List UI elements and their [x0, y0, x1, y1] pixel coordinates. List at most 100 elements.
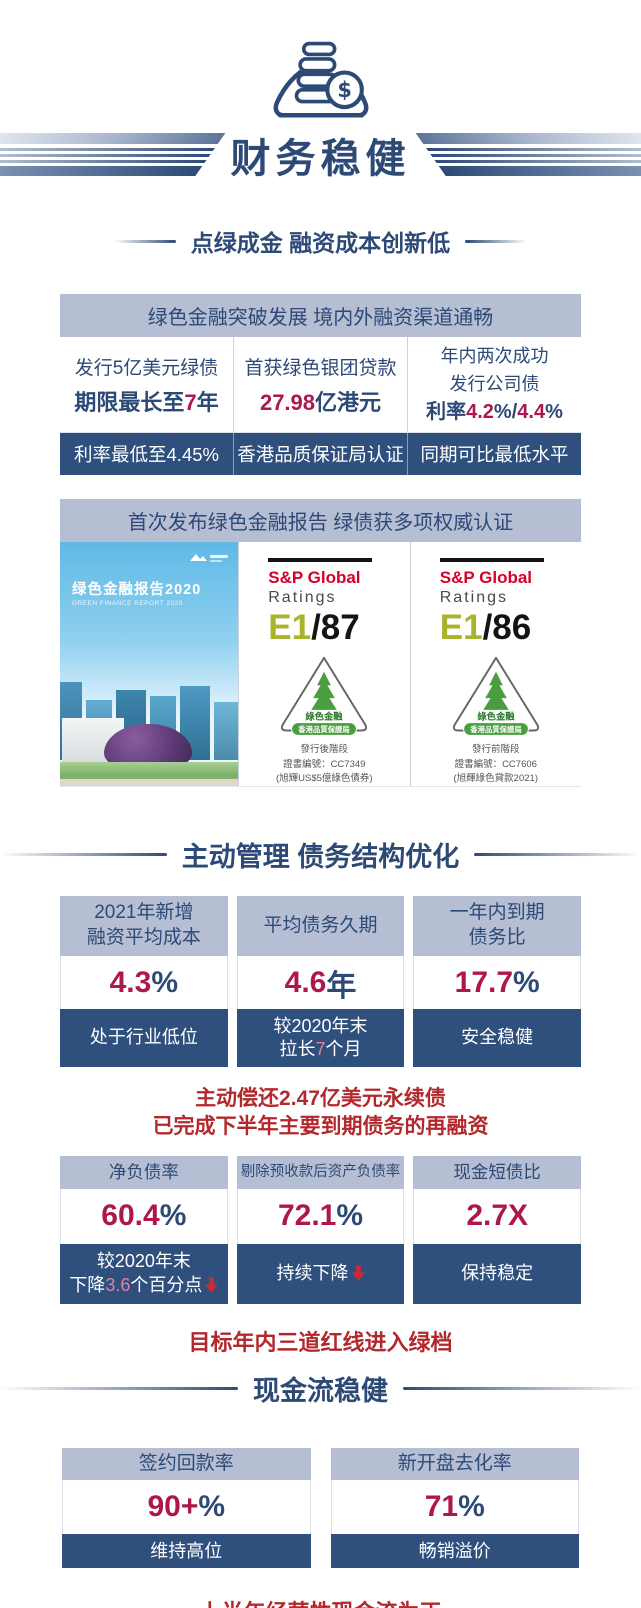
- leverage-metric-cards-row: 净负债率 60.4% 较2020年末 下降3.6个百分点 剔除预收款后资产负债率…: [60, 1155, 582, 1304]
- sp-global-wordmark: S&P Global: [439, 567, 533, 587]
- hero-header: $ 财务稳健: [0, 0, 641, 181]
- card-footer: 较2020年末 拉长7个月: [236, 1009, 405, 1067]
- card-footer: 安全稳健: [413, 1009, 582, 1067]
- svg-text:綠色金融: 綠色金融: [477, 711, 515, 723]
- report-cover-title: 绿色金融报告2020: [72, 582, 202, 598]
- card-sell-through-rate: 新开盘去化率 71% 畅销溢价: [330, 1448, 579, 1569]
- money-bag-coins-icon: $: [273, 41, 368, 118]
- card-footer: 保持稳定: [413, 1243, 582, 1304]
- green-finance-report-cover-image: 绿色金融报告2020 GREEN FINANCE REPORT 2020: [60, 542, 238, 786]
- col-line1: 首获绿色银团贷款: [244, 357, 397, 379]
- svg-text:香港品質保證局: 香港品質保證局: [298, 725, 350, 734]
- green-report-table: 首次发布绿色金融报告 绿债获多项权威认证 绿色金融报告2020 GREEN FI…: [60, 499, 581, 787]
- footer-cell: 香港品质保证局认证: [233, 433, 407, 475]
- speed-lines-right-decoration: [415, 133, 641, 177]
- card-new-financing-cost: 2021年新增 融资平均成本 4.3% 处于行业低位: [60, 896, 228, 1067]
- card-footer: 较2020年末 下降3.6个百分点: [60, 1243, 228, 1304]
- three-red-lines-note: 目标年内三道红线进入绿档: [188, 1329, 453, 1355]
- sp-score: E1/86: [439, 608, 532, 648]
- heading-line-left: [113, 239, 176, 243]
- card-footer: 畅销溢价: [330, 1534, 579, 1569]
- green-finance-table-footer: 利率最低至4.45% 香港品质保证局认证 同期可比最低水平: [60, 433, 581, 475]
- card-header: 一年内到期 债务比: [413, 896, 582, 956]
- cashflow-metric-cards-row: 签约回款率 90+% 维持高位 新开盘去化率 71% 畅销溢价: [62, 1448, 579, 1569]
- sp-score: E1/87: [268, 608, 360, 648]
- card-liabilities-to-assets: 剔除预收款后资产负债率 72.1% 持续下降: [236, 1155, 405, 1304]
- svg-text:綠色金融: 綠色金融: [306, 711, 344, 723]
- footer-line2: 下降3.6个百分点: [69, 1274, 219, 1297]
- heading-line-right: [474, 853, 641, 856]
- section-heading-debt-structure: 主动管理 债务结构优化: [0, 835, 641, 874]
- sp-brand-block: S&P Global Ratings E1/87: [268, 558, 380, 647]
- sp-brand-block: S&P Global Ratings E1/86: [439, 558, 552, 648]
- sp-certificate-notes: 發行後階段 證書編號：CC7349 (旭輝US$5億綠色債券): [275, 744, 373, 784]
- sp-certificate-notes: 發行前階段 證書編號：CC7606 (旭輝綠色貸款2021): [453, 744, 538, 784]
- card-header: 新开盘去化率: [330, 1448, 579, 1481]
- section-heading-text: 现金流稳健: [253, 1376, 388, 1407]
- operating-cashflow-note: 上半年经营性现金流为正: [0, 1598, 641, 1608]
- svg-text:香港品質保證局: 香港品質保證局: [469, 725, 521, 734]
- card-value: 4.6 年: [236, 956, 405, 1009]
- hkqaa-green-finance-badge-icon: 綠色金融 香港品質保證局: [281, 656, 368, 736]
- down-arrow-icon: [205, 1276, 219, 1293]
- cover-road: [60, 779, 238, 786]
- card-footer: 持续下降: [236, 1243, 405, 1304]
- card-header: 剔除预收款后资产负债率: [236, 1155, 405, 1189]
- perpetual-bond-note: 主动偿还2.47亿美元永续债 已完成下半年主要到期债务的再融资: [152, 1087, 489, 1139]
- heading-line-right: [465, 239, 528, 243]
- footer-cell: 同期可比最低水平: [407, 433, 581, 475]
- green-finance-table-body: 发行5亿美元绿债 期限最长至7年 首获绿色银团贷款 27.98亿港元 年内两次成…: [60, 337, 581, 433]
- green-report-table-body: 绿色金融报告2020 GREEN FINANCE REPORT 2020 S&P…: [60, 542, 581, 787]
- card-header: 净负债率: [60, 1155, 228, 1189]
- footer-cell: 利率最低至4.45%: [74, 444, 219, 465]
- footer-line2: 拉长7个月: [279, 1039, 362, 1059]
- debt-metric-cards-row: 2021年新增 融资平均成本 4.3% 处于行业低位 平均债务久期 4.6 年 较2…: [60, 896, 582, 1067]
- green-report-table-header: 首次发布绿色金融报告 绿债获多项权威认证: [60, 499, 581, 542]
- col-syndicated-loan: 首获绿色银团贷款 27.98亿港元: [233, 337, 407, 432]
- card-collection-rate: 签约回款率 90+% 维持高位: [62, 1448, 311, 1569]
- sp-ratings-wordmark: Ratings: [268, 589, 337, 607]
- card-value: 4.3%: [60, 956, 228, 1009]
- sp-rating-panel-post-issuance: S&P Global Ratings E1/87 綠色金融 香港品質保證局 發行…: [238, 542, 410, 786]
- sp-top-rule: [268, 558, 373, 562]
- company-logo-icon: [190, 554, 228, 562]
- col-line2: 期限最长至7年: [74, 389, 219, 415]
- col-corporate-bond: 年内两次成功 发行公司债 利率4.2%/4.4%: [407, 337, 581, 432]
- col-line2: 发行公司债: [449, 373, 540, 394]
- col-line1: 年内两次成功: [440, 346, 549, 366]
- card-debt-due-one-year: 一年内到期 债务比 17.7% 安全稳健: [413, 896, 582, 1067]
- card-value: 90+%: [62, 1480, 311, 1535]
- section-heading-green-gold: 点绿成金 融资成本创新低: [0, 224, 641, 258]
- speed-lines-left-decoration: [0, 133, 226, 177]
- report-cover-subtitle: GREEN FINANCE REPORT 2020: [72, 600, 183, 607]
- sp-ratings-wordmark: Ratings: [439, 589, 508, 607]
- hkqaa-green-finance-badge-icon: 綠色金融 香港品質保證局: [452, 656, 539, 736]
- sp-rating-panel-pre-issuance: S&P Global Ratings E1/86 綠色金融 香港品質保證局 發行…: [409, 542, 582, 786]
- card-avg-debt-maturity: 平均债务久期 4.6 年 较2020年末 拉长7个月: [236, 896, 405, 1067]
- card-header: 2021年新增 融资平均成本: [60, 896, 228, 956]
- section-heading-text: 点绿成金 融资成本创新低: [190, 230, 451, 256]
- card-net-gearing: 净负债率 60.4% 较2020年末 下降3.6个百分点: [60, 1155, 228, 1304]
- section-heading-cashflow: 现金流稳健: [0, 1369, 641, 1408]
- page-title: 财务稳健: [230, 137, 411, 181]
- col-line1: 发行5亿美元绿债: [74, 357, 219, 379]
- card-footer: 维持高位: [62, 1534, 311, 1569]
- section-heading-text: 主动管理 债务结构优化: [181, 842, 460, 872]
- card-cash-to-short-debt: 现金短债比 2.7X 保持稳定: [413, 1155, 582, 1304]
- green-finance-table-header: 绿色金融突破发展 境内外融资渠道通畅: [60, 294, 581, 337]
- card-value: 17.7%: [413, 956, 582, 1009]
- card-value: 72.1%: [236, 1188, 405, 1244]
- card-header: 现金短债比: [413, 1155, 582, 1189]
- col-line2: 27.98亿港元: [259, 389, 382, 415]
- card-value: 60.4%: [60, 1188, 228, 1244]
- heading-line-right: [403, 1387, 641, 1391]
- cover-building: [214, 702, 238, 760]
- down-arrow-icon: [351, 1265, 365, 1281]
- card-footer: 处于行业低位: [60, 1009, 228, 1067]
- heading-line-left: [0, 1387, 238, 1391]
- card-header: 签约回款率: [62, 1448, 311, 1481]
- footer-line: 持续下降: [277, 1262, 365, 1285]
- card-value: 71%: [330, 1480, 579, 1535]
- svg-text:$: $: [337, 78, 352, 102]
